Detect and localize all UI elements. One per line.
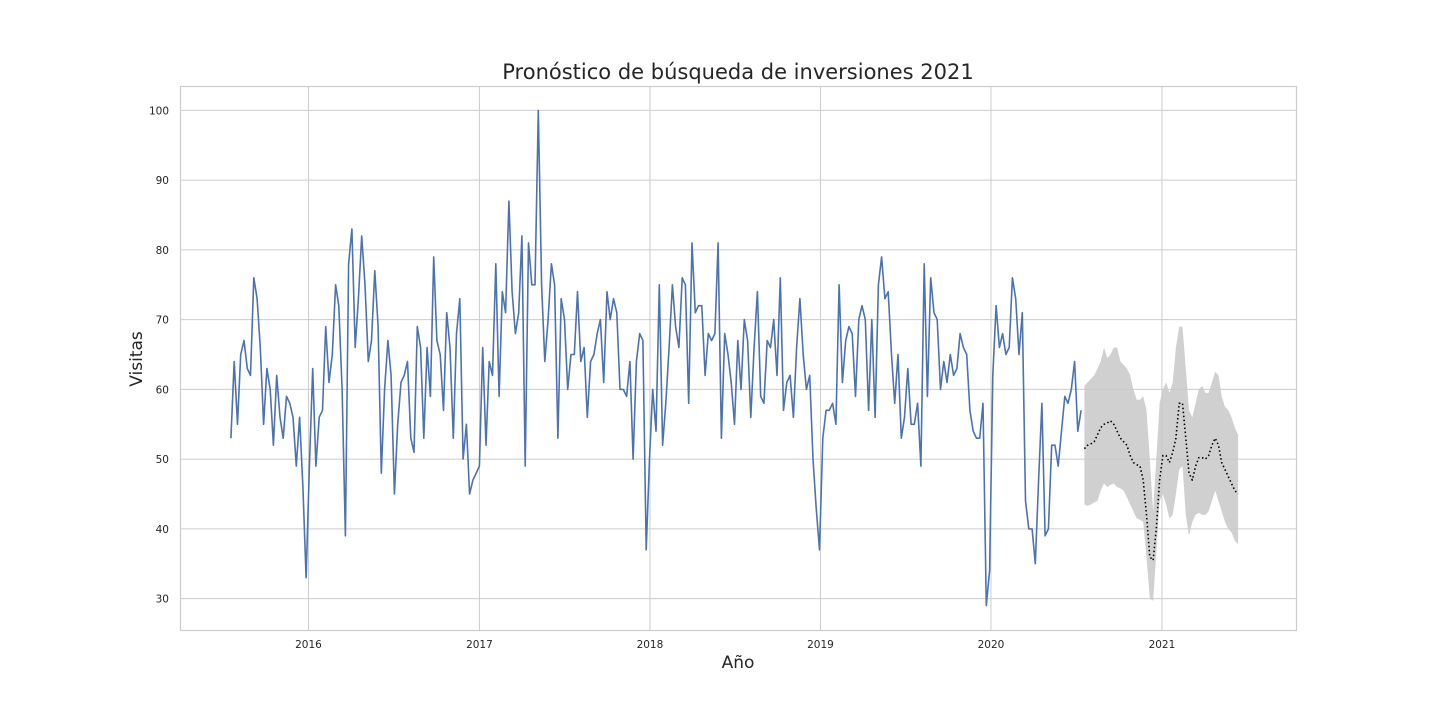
y-tick-label: 40: [156, 524, 169, 536]
grid-lines: [180, 86, 1296, 630]
y-tick-label: 30: [156, 594, 169, 606]
x-tick-label: 2020: [978, 639, 1005, 651]
forecast-line: [1083, 402, 1239, 562]
plot-frame: [179, 85, 1298, 632]
y-tick-label: 90: [156, 175, 169, 187]
x-tick-label: 2016: [295, 639, 322, 651]
y-tick-label: 70: [156, 315, 169, 327]
chart-title: Pronóstico de búsqueda de inversiones 20…: [502, 60, 973, 84]
actual-visits-line: [230, 109, 1082, 607]
x-axis-label: Año: [722, 653, 755, 673]
y-tick-label: 100: [149, 105, 169, 117]
x-tick-label: 2018: [637, 639, 664, 651]
y-tick-label: 80: [156, 245, 169, 257]
series-lines: [230, 109, 1239, 607]
tick-labels: 30 40 50 60 70 80 90 100 2016 2017 2018 2019 2020 202…: [149, 105, 1175, 651]
x-tick-label: 2021: [1149, 639, 1176, 651]
y-tick-label: 50: [156, 454, 169, 466]
y-axis-label: Visitas: [127, 331, 147, 387]
x-tick-label: 2019: [807, 639, 834, 651]
x-tick-label: 2017: [466, 639, 493, 651]
y-tick-label: 60: [156, 384, 169, 396]
